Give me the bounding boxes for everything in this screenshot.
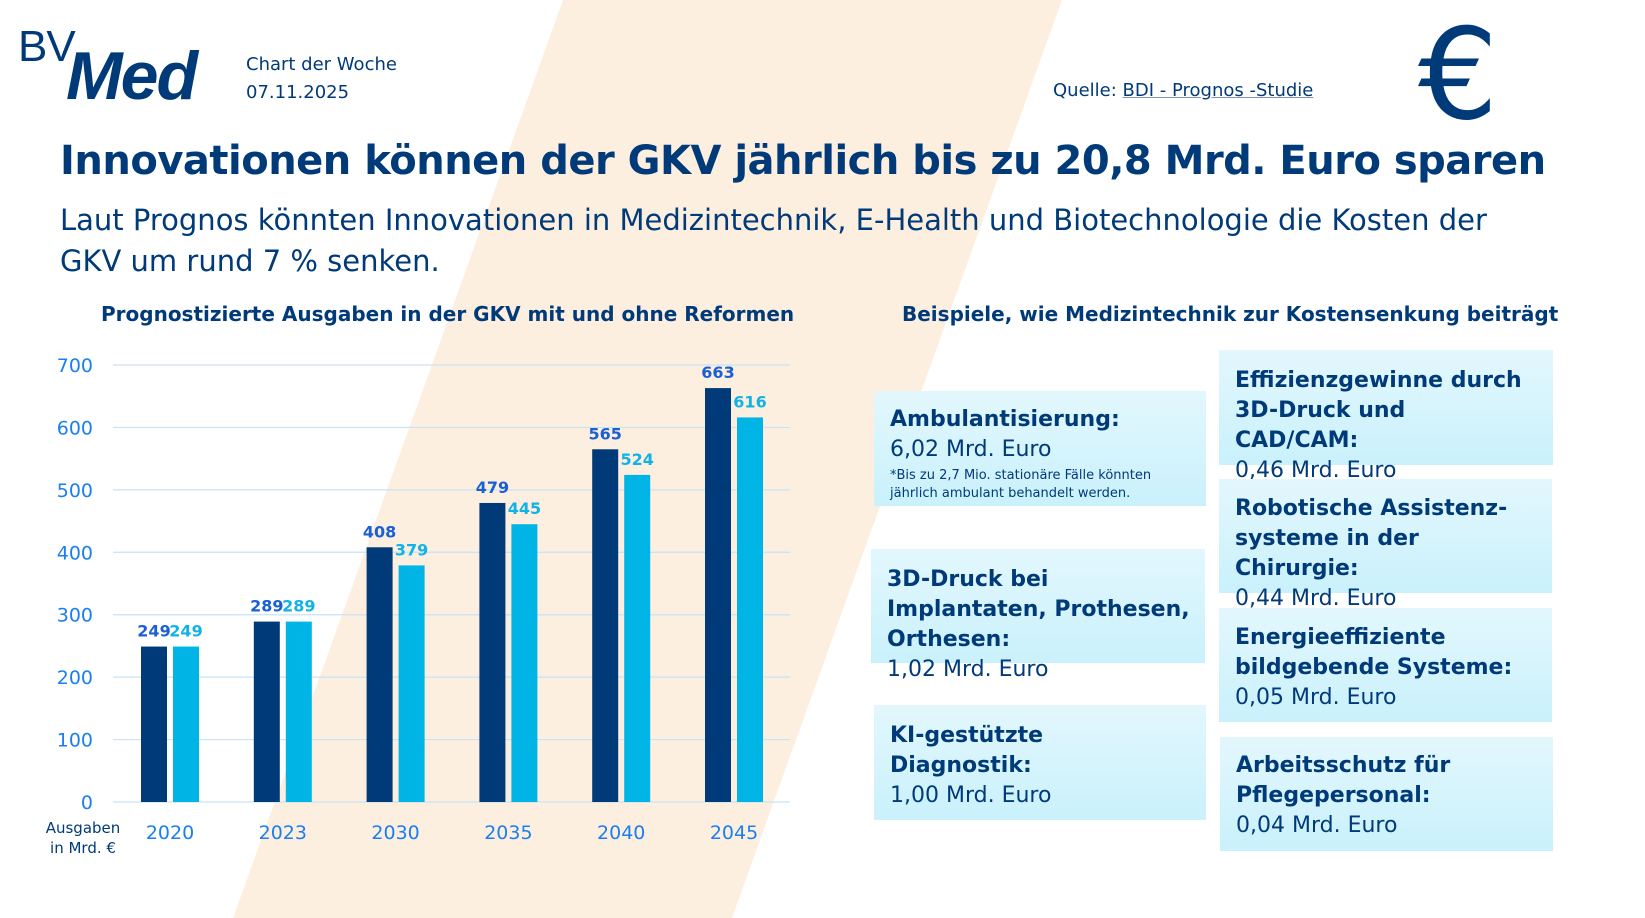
example-heading: Energieeffiziente bildgebende Systeme:: [1235, 625, 1513, 680]
x-tick-label: 2030: [371, 822, 419, 844]
y-tick-label: 400: [57, 542, 93, 564]
example-box-ki-diagnostik: KI-gestützte Diagnostik: 1,00 Mrd. Euro: [874, 705, 1206, 820]
examples-title: Beispiele, wie Medizintechnik zur Kosten…: [902, 302, 1559, 326]
example-value: 1,00 Mrd. Euro: [890, 783, 1052, 808]
page-subtitle: Laut Prognos könnten Innovationen in Med…: [60, 203, 1487, 278]
bar-mit-reformen: [737, 417, 763, 802]
example-value: 0,46 Mrd. Euro: [1235, 458, 1397, 483]
data-label-ohne-reformen: 663: [701, 363, 734, 382]
bar-ohne-reformen: [253, 621, 280, 802]
y-tick-label: 100: [57, 730, 93, 752]
example-heading: Ambulantisierung:: [890, 407, 1120, 432]
data-label-mit-reformen: 445: [508, 499, 541, 518]
data-label-mit-reformen: 249: [169, 622, 202, 641]
example-heading: Effizienzgewinne durch 3D-Druck und CAD/…: [1235, 368, 1522, 453]
bar-ohne-reformen: [141, 646, 167, 802]
x-tick-label: 2023: [259, 822, 307, 844]
source-link[interactable]: BDI - Prognos -Studie: [1122, 80, 1314, 101]
data-label-ohne-reformen: 565: [588, 424, 621, 443]
chart-title: Prognostizierte Ausgaben in der GKV mit …: [101, 302, 795, 326]
bar-ohne-reformen: [479, 502, 506, 802]
data-label-ohne-reformen: 289: [250, 597, 283, 616]
euro-icon: €: [1418, 1, 1499, 148]
x-tick-label: 2040: [597, 822, 645, 844]
y-tick-label: 0: [81, 792, 93, 814]
bar-mit-reformen: [285, 621, 312, 802]
data-label-ohne-reformen: 479: [476, 478, 509, 497]
bar-mit-reformen: [398, 565, 425, 802]
y-axis-label: in Mrd. €: [50, 839, 116, 857]
y-tick-label: 700: [57, 355, 93, 377]
example-heading: 3D-Druck bei Implantaten, Prothesen, Ort…: [887, 567, 1190, 652]
header-meta: Chart der Woche 07.11.2025: [246, 51, 397, 107]
x-tick-label: 2020: [146, 822, 194, 844]
example-value: 0,05 Mrd. Euro: [1235, 685, 1397, 710]
series-label: Chart der Woche: [246, 54, 397, 75]
x-tick-label: 2035: [484, 822, 532, 844]
data-label-ohne-reformen: 249: [137, 622, 170, 641]
example-heading: Robotische Assistenz-systeme in der Chir…: [1235, 496, 1508, 581]
example-box-3d-druck-implantate: 3D-Druck bei Implantaten, Prothesen, Ort…: [871, 549, 1205, 682]
logo-bv-text: BV: [18, 22, 76, 71]
bar-ohne-reformen: [366, 547, 393, 802]
example-box-arbeitsschutz: Arbeitsschutz für Pflegepersonal: 0,04 M…: [1220, 737, 1553, 851]
example-box-effizienzgewinne: Effizienzgewinne durch 3D-Druck und CAD/…: [1219, 350, 1553, 483]
y-tick-label: 600: [57, 417, 93, 439]
example-box-robotische-assistenz: Robotische Assistenz-systeme in der Chir…: [1219, 479, 1552, 611]
example-value: 6,02 Mrd. Euro: [890, 437, 1052, 462]
y-tick-label: 300: [57, 605, 93, 627]
bar-mit-reformen: [511, 524, 538, 802]
data-label-mit-reformen: 616: [733, 392, 766, 411]
data-label-ohne-reformen: 408: [363, 522, 396, 541]
x-tick-label: 2045: [710, 822, 758, 844]
example-box-ambulantisierung: Ambulantisierung: 6,02 Mrd. Euro *Bis zu…: [874, 391, 1206, 506]
bvmed-logo: BV Med: [18, 20, 228, 110]
page-title: Innovationen können der GKV jährlich bis…: [60, 138, 1546, 184]
bar-chart: 0 100 200 300 400 500 600 700 Ausgaben in Mrd. € 2…: [0, 340, 860, 860]
data-label-mit-reformen: 524: [620, 450, 653, 469]
logo-med-text: Med: [66, 38, 198, 114]
example-value: 0,04 Mrd. Euro: [1236, 813, 1398, 838]
source-prefix: Quelle:: [1053, 80, 1123, 101]
publication-date: 07.11.2025: [246, 82, 350, 103]
bar-ohne-reformen: [705, 388, 731, 802]
example-value: 0,44 Mrd. Euro: [1235, 586, 1397, 611]
y-tick-label: 200: [57, 667, 93, 689]
bar-ohne-reformen: [592, 449, 619, 802]
data-label-mit-reformen: 379: [395, 540, 428, 559]
example-heading: Arbeitsschutz für Pflegepersonal:: [1236, 753, 1451, 808]
example-heading: KI-gestützte Diagnostik:: [890, 723, 1044, 778]
bar-mit-reformen: [173, 646, 199, 802]
source-line: Quelle: BDI - Prognos -Studie: [1053, 80, 1313, 101]
data-label-mit-reformen: 289: [282, 597, 315, 616]
example-note: *Bis zu 2,7 Mio. stationäre Fälle könnte…: [890, 468, 1152, 501]
diagonal-band-shape: [233, 0, 1062, 918]
bar-chart-svg: 0 100 200 300 400 500 600 700 Ausgaben in Mrd. € 2…: [46, 355, 790, 857]
example-value: 1,02 Mrd. Euro: [887, 657, 1049, 682]
bar-mit-reformen: [624, 474, 651, 802]
y-axis-label: Ausgaben: [46, 819, 121, 837]
example-box-energieeffiziente-bildgebung: Energieeffiziente bildgebende Systeme: 0…: [1219, 608, 1552, 722]
y-tick-label: 500: [57, 480, 93, 502]
